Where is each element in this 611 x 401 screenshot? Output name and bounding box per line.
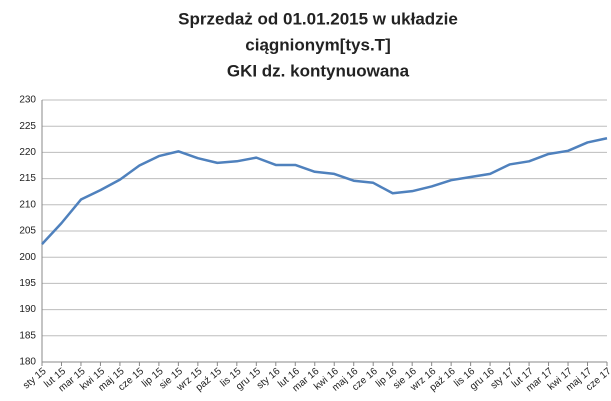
y-tick-label: 180 xyxy=(19,357,36,368)
y-tick-label: 220 xyxy=(19,147,36,158)
y-tick-label: 190 xyxy=(19,304,36,315)
series-line xyxy=(41,137,608,245)
y-tick-label: 230 xyxy=(19,95,36,106)
y-tick-label: 215 xyxy=(19,173,36,184)
chart-title-line: GKI dz. kontynuowana xyxy=(227,61,410,80)
y-tick-label: 225 xyxy=(19,121,36,132)
y-tick-label: 205 xyxy=(19,226,36,237)
chart-title-line: ciągnionym[tys.T] xyxy=(245,35,390,54)
y-tick-label: 200 xyxy=(19,252,36,263)
y-tick-label: 195 xyxy=(19,278,36,289)
y-tick-label: 210 xyxy=(19,199,36,210)
y-tick-label: 185 xyxy=(19,330,36,341)
chart-title-line: Sprzedaż od 01.01.2015 w układzie xyxy=(178,9,458,28)
